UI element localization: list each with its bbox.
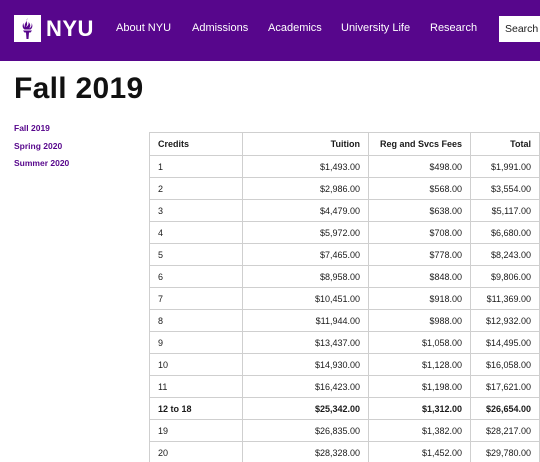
cell-credits: 1: [149, 155, 243, 178]
cell-credits: 20: [149, 441, 243, 462]
nav-item-about[interactable]: About NYU: [116, 22, 172, 34]
cell-total: $8,243.00: [470, 243, 540, 266]
table-row: 1 $1,493.00 $498.00 $1,991.00: [149, 155, 540, 178]
cell-tuition: $14,930.00: [242, 353, 369, 376]
header-credits: Credits: [149, 132, 243, 156]
cell-fees: $848.00: [368, 265, 471, 288]
page-title: Fall 2019: [14, 72, 144, 105]
cell-tuition: $10,451.00: [242, 287, 369, 310]
cell-credits: 8: [149, 309, 243, 332]
cell-tuition: $11,944.00: [242, 309, 369, 332]
table-row: 2 $2,986.00 $568.00 $3,554.00: [149, 177, 540, 200]
cell-tuition: $1,493.00: [242, 155, 369, 178]
header-total: Total: [470, 132, 540, 156]
cell-tuition: $26,835.00: [242, 419, 369, 442]
cell-fees: $1,312.00: [368, 397, 471, 420]
cell-credits: 3: [149, 199, 243, 222]
table-header-row: Credits Tuition Reg and Svcs Fees Total: [149, 132, 540, 156]
side-link-spring-2020[interactable]: Spring 2020: [14, 140, 63, 151]
table-row: 6 $8,958.00 $848.00 $9,806.00: [149, 265, 540, 288]
table-row: 8 $11,944.00 $988.00 $12,932.00: [149, 309, 540, 332]
table-row: 4 $5,972.00 $708.00 $6,680.00: [149, 221, 540, 244]
cell-credits: 6: [149, 265, 243, 288]
cell-total: $3,554.00: [470, 177, 540, 200]
cell-total: $1,991.00: [470, 155, 540, 178]
logo-text: NYU: [46, 15, 94, 41]
cell-fees: $708.00: [368, 221, 471, 244]
cell-fees: $638.00: [368, 199, 471, 222]
cell-fees: $1,452.00: [368, 441, 471, 462]
cell-credits: 12 to 18: [149, 397, 243, 420]
header-fees: Reg and Svcs Fees: [368, 132, 471, 156]
side-link-fall-2019[interactable]: Fall 2019: [14, 123, 50, 133]
table-row: 20 $28,328.00 $1,452.00 $29,780.00: [149, 441, 540, 462]
cell-tuition: $2,986.00: [242, 177, 369, 200]
header-tuition: Tuition: [242, 132, 369, 156]
cell-fees: $1,198.00: [368, 375, 471, 398]
cell-total: $6,680.00: [470, 221, 540, 244]
cell-tuition: $16,423.00: [242, 375, 369, 398]
cell-fees: $1,382.00: [368, 419, 471, 442]
cell-total: $5,117.00: [470, 199, 540, 222]
tuition-table-body: 1 $1,493.00 $498.00 $1,991.00 2 $2,986.00 $568…: [149, 155, 540, 462]
cell-total: $16,058.00: [470, 353, 540, 376]
cell-tuition: $8,958.00: [242, 265, 369, 288]
cell-fees: $778.00: [368, 243, 471, 266]
cell-credits: 2: [149, 177, 243, 200]
cell-credits: 5: [149, 243, 243, 266]
cell-total: $26,654.00: [470, 397, 540, 420]
top-navigation-bar: NYU About NYU Admissions Academics Unive…: [0, 0, 540, 61]
table-row: 3 $4,479.00 $638.00 $5,117.00: [149, 199, 540, 222]
tuition-table: Credits Tuition Reg and Svcs Fees Total …: [149, 132, 540, 462]
cell-total: $17,621.00: [470, 375, 540, 398]
nav-item-academics[interactable]: Academics: [268, 22, 322, 34]
cell-fees: $568.00: [368, 177, 471, 200]
table-row: 19 $26,835.00 $1,382.00 $28,217.00: [149, 419, 540, 442]
cell-tuition: $13,437.00: [242, 331, 369, 354]
cell-total: $14,495.00: [470, 331, 540, 354]
table-row: 12 to 18 $25,342.00 $1,312.00 $26,654.00: [149, 397, 540, 420]
cell-tuition: $5,972.00: [242, 221, 369, 244]
cell-tuition: $7,465.00: [242, 243, 369, 266]
cell-fees: $918.00: [368, 287, 471, 310]
table-row: 5 $7,465.00 $778.00 $8,243.00: [149, 243, 540, 266]
cell-credits: 4: [149, 221, 243, 244]
side-link-summer-2020[interactable]: Summer 2020: [14, 158, 70, 168]
torch-icon: [14, 15, 41, 42]
cell-tuition: $4,479.00: [242, 199, 369, 222]
cell-total: $9,806.00: [470, 265, 540, 288]
search-button[interactable]: Search: [499, 16, 540, 42]
cell-credits: 9: [149, 331, 243, 354]
cell-credits: 11: [149, 375, 243, 398]
cell-tuition: $25,342.00: [242, 397, 369, 420]
cell-total: $11,369.00: [470, 287, 540, 310]
cell-credits: 7: [149, 287, 243, 310]
cell-credits: 19: [149, 419, 243, 442]
term-side-nav: Fall 2019 Spring 2020 Summer 2020: [14, 123, 69, 176]
cell-fees: $1,128.00: [368, 353, 471, 376]
table-row: 11 $16,423.00 $1,198.00 $17,621.00: [149, 375, 540, 398]
nav-item-university-life[interactable]: University Life: [341, 22, 411, 34]
nav-item-admissions[interactable]: Admissions: [192, 22, 249, 34]
cell-credits: 10: [149, 353, 243, 376]
nyu-logo[interactable]: NYU: [14, 14, 94, 43]
cell-total: $29,780.00: [470, 441, 540, 462]
cell-total: $12,932.00: [470, 309, 540, 332]
cell-fees: $1,058.00: [368, 331, 471, 354]
cell-tuition: $28,328.00: [242, 441, 369, 462]
table-row: 9 $13,437.00 $1,058.00 $14,495.00: [149, 331, 540, 354]
cell-total: $28,217.00: [470, 419, 540, 442]
cell-fees: $498.00: [368, 155, 471, 178]
nav-item-research[interactable]: Research: [430, 22, 478, 34]
table-row: 10 $14,930.00 $1,128.00 $16,058.00: [149, 353, 540, 376]
cell-fees: $988.00: [368, 309, 471, 332]
table-row: 7 $10,451.00 $918.00 $11,369.00: [149, 287, 540, 310]
